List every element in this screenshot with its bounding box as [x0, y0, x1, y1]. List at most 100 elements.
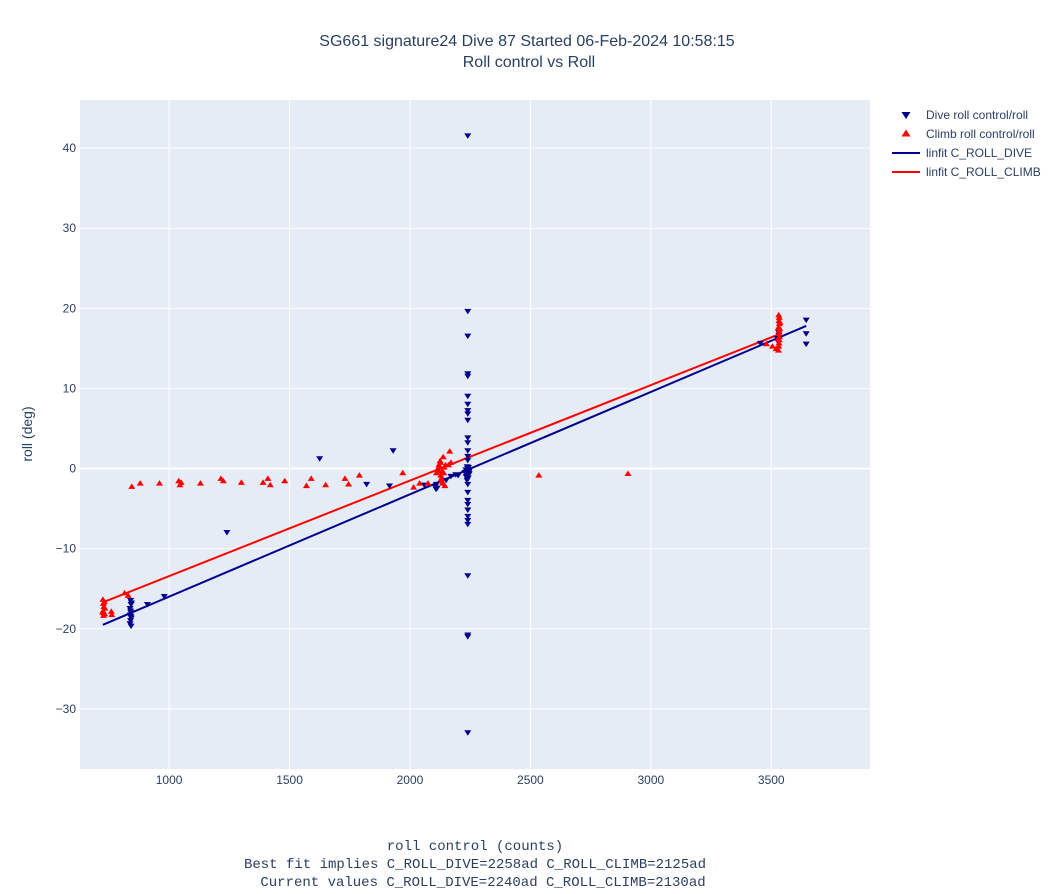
dive-point	[756, 340, 764, 347]
dive-point	[464, 634, 472, 640]
chart-subtitle: Roll control vs Roll	[463, 54, 595, 71]
dive-point	[454, 473, 462, 479]
climb-point	[446, 448, 454, 454]
y-tick-label: 10	[63, 381, 77, 395]
dive-point	[464, 513, 472, 520]
climb-point	[399, 469, 407, 476]
climb-point	[424, 480, 432, 486]
legend-item-dive-fit[interactable]: linfit C_ROLL_DIVE	[892, 146, 1032, 160]
dive-point	[464, 457, 472, 464]
dive-point	[464, 507, 472, 514]
dive-point	[316, 456, 324, 462]
climb-point	[439, 453, 447, 460]
plot-area	[80, 100, 870, 769]
legend-label-climb: Climb roll control/roll	[926, 127, 1035, 141]
dive-point	[464, 401, 472, 408]
climb-point	[775, 343, 783, 349]
dive-point	[464, 453, 472, 460]
climb-point	[100, 598, 108, 605]
dive-point	[802, 317, 810, 324]
dive-point	[433, 485, 441, 492]
climb-point	[307, 475, 315, 481]
climb-point	[259, 479, 267, 485]
dive-point	[464, 411, 472, 417]
climb-point	[437, 459, 445, 465]
legend: Dive roll control/roll Climb roll contro…	[892, 108, 1041, 179]
legend-item-climb-markers[interactable]: Climb roll control/roll	[901, 127, 1035, 141]
dive-point	[464, 489, 472, 496]
climb-point	[768, 343, 776, 349]
x-axis-label: roll control (counts)	[387, 839, 563, 855]
climb-point	[416, 480, 424, 486]
dive-point	[464, 517, 472, 524]
climb-point	[774, 335, 782, 341]
dive-point	[127, 608, 135, 614]
y-tick-label: 30	[63, 221, 77, 235]
y-axis-label: roll (deg)	[19, 406, 35, 461]
climb-point	[441, 482, 449, 489]
dive-point	[802, 341, 810, 348]
climb-point	[107, 608, 115, 614]
dive-point	[363, 481, 371, 488]
data-markers	[99, 133, 810, 736]
dive-point	[464, 521, 472, 528]
climb-point	[266, 481, 274, 488]
climb-point	[438, 468, 446, 474]
legend-label-climb-fit: linfit C_ROLL_CLIMB	[926, 165, 1041, 179]
dive-point	[127, 618, 135, 624]
dive-point	[464, 481, 472, 488]
climb-point	[762, 340, 770, 347]
climb-point	[435, 463, 443, 469]
climb-point	[302, 482, 310, 489]
dive-point	[464, 133, 472, 139]
dive-point	[127, 614, 135, 620]
dive-point	[223, 529, 231, 536]
triangle-up-icon	[901, 129, 911, 137]
dive-point	[464, 501, 472, 508]
x-tick-label: 1000	[156, 773, 183, 787]
y-tick-label: 20	[63, 301, 77, 315]
legend-item-climb-fit[interactable]: linfit C_ROLL_CLIMB	[892, 165, 1041, 179]
y-tick-label: −20	[56, 622, 77, 636]
triangle-down-icon	[901, 112, 911, 119]
current-values-note: Current values C_ROLL_DIVE=2240ad C_ROLL…	[260, 875, 705, 891]
climb-point	[101, 610, 109, 617]
dive-point	[127, 623, 135, 630]
x-tick-label: 2500	[517, 773, 544, 787]
dive-point	[463, 477, 471, 484]
dive-point	[389, 448, 397, 454]
dive-point	[143, 602, 151, 608]
y-tick-label: −30	[56, 702, 77, 716]
climb-point	[322, 481, 330, 488]
dive-point	[432, 481, 440, 488]
dive-point	[128, 600, 136, 606]
climb-point	[237, 479, 245, 485]
best-fit-note: Best fit implies C_ROLL_DIVE=2258ad C_RO…	[244, 857, 706, 873]
dive-point	[462, 474, 470, 481]
dive-point	[464, 573, 472, 579]
climb-point	[535, 472, 543, 478]
climb-point	[177, 479, 185, 485]
chart-title: SG661 signature24 Dive 87 Started 06-Feb…	[319, 33, 734, 50]
x-tick-label: 3500	[758, 773, 785, 787]
climb-point	[219, 477, 227, 484]
dive-point	[464, 408, 472, 414]
legend-item-dive-markers[interactable]: Dive roll control/roll	[901, 108, 1029, 122]
dive-point	[802, 331, 810, 337]
gridlines	[80, 100, 870, 769]
climb-point	[136, 480, 144, 486]
y-tick-label: 40	[63, 141, 77, 155]
climb-point	[776, 325, 784, 332]
y-tick-label: −10	[56, 542, 77, 556]
climb-point	[775, 330, 783, 336]
dive-point	[464, 417, 472, 424]
climb-point	[345, 480, 353, 487]
y-tick-label: 0	[69, 462, 76, 476]
climb-point	[124, 592, 132, 598]
x-tick-label: 1500	[276, 773, 303, 787]
legend-label-dive-fit: linfit C_ROLL_DIVE	[926, 146, 1032, 160]
dive-point	[464, 497, 472, 504]
dive-point	[464, 373, 472, 380]
climb-point	[437, 475, 445, 481]
climb-point	[355, 472, 363, 478]
